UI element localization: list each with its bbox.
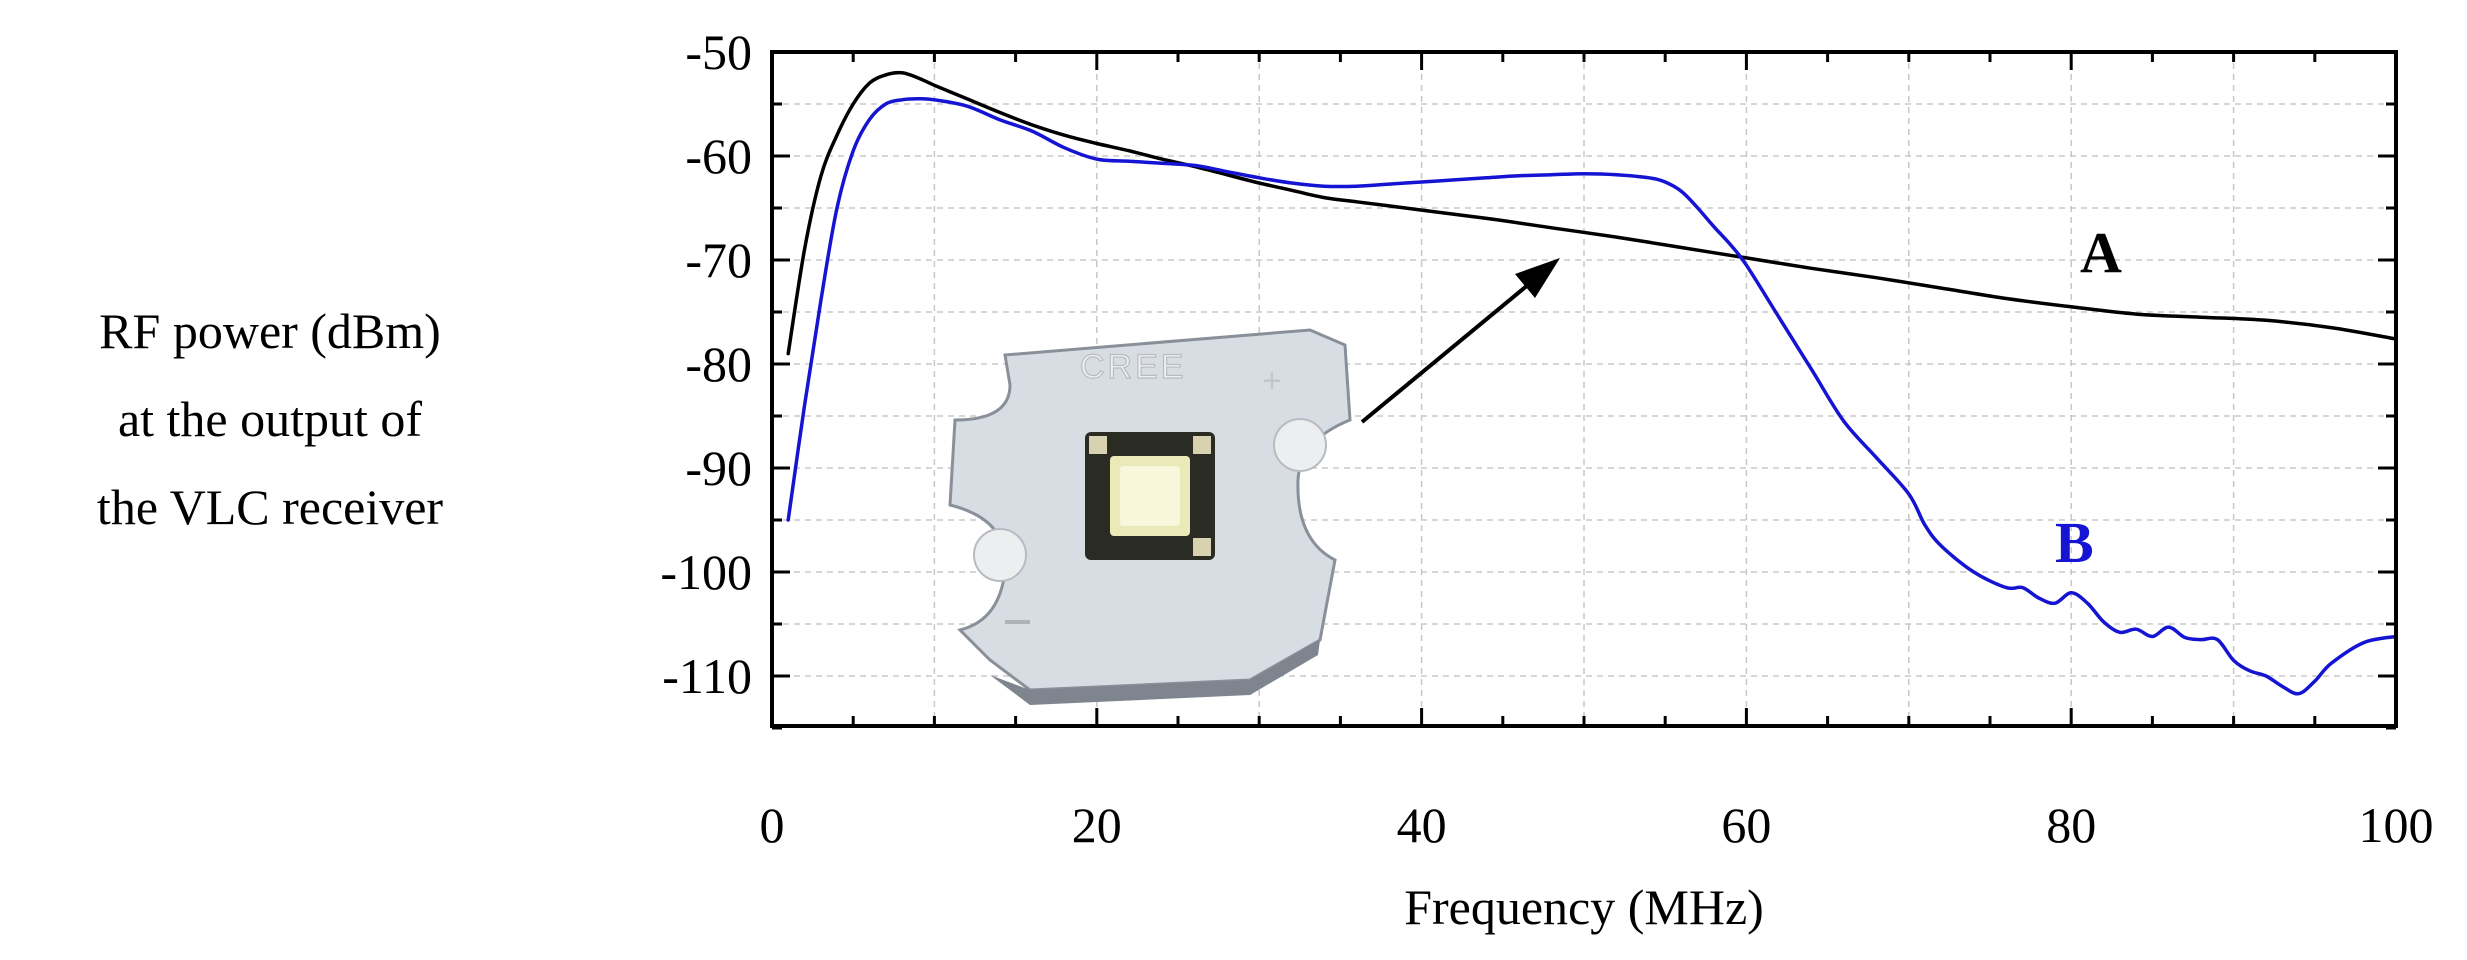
led-package-pad-3 bbox=[1193, 538, 1211, 556]
y-axis-title-line-1: RF power (dBm) bbox=[99, 303, 441, 359]
y-tick-label: -80 bbox=[685, 336, 752, 392]
series-label-a: A bbox=[2080, 220, 2122, 285]
y-tick-label: -90 bbox=[685, 440, 752, 496]
plot-frame bbox=[770, 50, 2398, 728]
series-label-b: B bbox=[2055, 510, 2094, 575]
led-board-photo: CREE + bbox=[948, 328, 1352, 705]
tick-labels: 0 20 40 60 80 100 -50 -60 -70 -80 -90 -100 -110 bbox=[660, 24, 2433, 853]
solder-pad-right bbox=[1273, 418, 1327, 472]
x-tick-label: 40 bbox=[1397, 797, 1447, 853]
y-tick-label: -50 bbox=[685, 24, 752, 80]
polarity-mark: + bbox=[1262, 362, 1282, 400]
annotation-arrow bbox=[1360, 258, 1560, 424]
led-die-highlight bbox=[1120, 466, 1180, 526]
led-brand-mark: CREE bbox=[1080, 348, 1186, 386]
y-tick-label: -60 bbox=[685, 128, 752, 184]
x-axis-title: Frequency (MHz) bbox=[1404, 879, 1764, 935]
x-tick-label: 0 bbox=[760, 797, 785, 853]
y-tick-label: -100 bbox=[660, 544, 752, 600]
x-tick-label: 100 bbox=[2359, 797, 2434, 853]
x-tick-label: 80 bbox=[2046, 797, 2096, 853]
solder-pad-left bbox=[973, 528, 1027, 582]
led-package-pad-2 bbox=[1193, 436, 1211, 454]
x-tick-label: 60 bbox=[1721, 797, 1771, 853]
y-tick-label: -70 bbox=[685, 232, 752, 288]
grid bbox=[772, 52, 2396, 726]
y-axis-title-line-3: the VLC receiver bbox=[97, 479, 443, 535]
y-tick-label: -110 bbox=[662, 648, 752, 704]
series-line-a bbox=[786, 70, 2398, 356]
series-line-b bbox=[786, 97, 2398, 696]
led-package-pad-1 bbox=[1089, 436, 1107, 454]
x-tick-label: 20 bbox=[1072, 797, 1122, 853]
y-axis-title-line-2: at the output of bbox=[118, 391, 422, 447]
led-board-shadow bbox=[990, 640, 1320, 705]
series-group bbox=[786, 70, 2398, 696]
